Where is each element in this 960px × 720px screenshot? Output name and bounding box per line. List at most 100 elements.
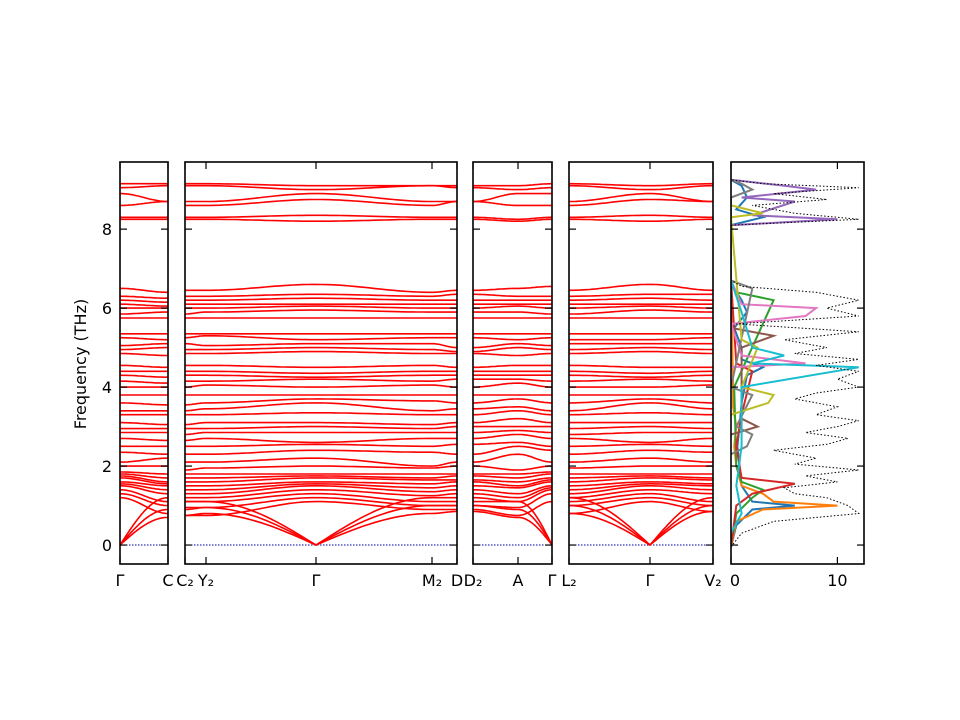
band-line-21: [120, 421, 168, 426]
band-line-30: [120, 364, 168, 369]
band-line-34: [120, 336, 168, 341]
band-line-4: [473, 500, 553, 517]
band-line-1: [473, 510, 553, 546]
band-line-44: [185, 214, 457, 219]
band-line-15: [569, 457, 713, 463]
dos-frame: [730, 161, 865, 565]
band-line-30: [185, 364, 457, 369]
band-line-45: [185, 198, 457, 207]
partial-dos-p10: [731, 280, 859, 534]
band-line-42: [120, 287, 168, 294]
band-line-47: [569, 184, 713, 191]
band-line-9: [473, 481, 552, 489]
band-line-5: [185, 496, 457, 509]
band-line-33: [185, 342, 457, 349]
band-line-19: [473, 429, 552, 434]
band-line-13: [120, 471, 168, 475]
band-line-18: [185, 437, 457, 444]
band-line-46: [569, 192, 713, 203]
band-line-4: [568, 500, 714, 515]
band-line-41: [185, 293, 457, 298]
y-tick-label: 2: [102, 457, 112, 476]
band-line-41: [120, 295, 168, 300]
band-line-16: [185, 449, 457, 456]
band-line-42: [473, 285, 552, 292]
band-line-24: [185, 398, 457, 406]
y-axis-title: Frequency (THz): [71, 299, 90, 429]
band-line-2: [119, 508, 169, 546]
band-line-21: [185, 421, 457, 426]
band-line-37: [120, 311, 168, 315]
band-line-43: [473, 218, 552, 222]
band-line-38: [473, 305, 552, 309]
panel-frame: [568, 161, 714, 565]
k-point-label: D₂: [464, 571, 483, 590]
band-line-20: [185, 425, 457, 430]
band-line-9: [120, 481, 168, 487]
band-line-34: [185, 334, 457, 341]
band-panel-4: L₂ Γ V₂: [561, 161, 722, 590]
band-line-26: [569, 384, 713, 388]
band-line-30: [473, 364, 552, 369]
k-point-label: M₂: [422, 571, 442, 590]
band-line-40: [185, 297, 457, 302]
band-line-38: [569, 305, 713, 309]
y-tick-label: 0: [102, 536, 112, 555]
band-line-7: [120, 484, 168, 495]
band-line-26: [473, 382, 552, 388]
k-point-label: Γ: [548, 571, 557, 590]
band-line-46: [473, 192, 552, 203]
band-line-42: [569, 283, 713, 292]
band-line-17: [473, 441, 552, 448]
band-line-17: [569, 443, 713, 448]
band-line-21: [473, 417, 552, 424]
band-line-12: [120, 473, 168, 479]
band-line-27: [569, 378, 713, 383]
band-line-7: [473, 486, 552, 499]
band-line-24: [473, 398, 552, 404]
band-line-5: [119, 492, 169, 507]
band-line-15: [120, 457, 168, 463]
band-line-8: [569, 484, 714, 495]
band-line-20: [568, 425, 714, 430]
band-line-29: [185, 370, 457, 375]
band-line-12: [569, 475, 713, 479]
band-panel-3: D₂ A Γ: [464, 161, 557, 590]
band-line-4: [185, 500, 457, 517]
band-line-5: [568, 496, 714, 507]
band-line-1: [185, 510, 457, 546]
band-line-48: [473, 182, 552, 187]
band-line-41: [473, 293, 552, 298]
band-line-48: [569, 182, 713, 187]
band-line-43: [185, 218, 457, 222]
band-line-17: [185, 443, 458, 448]
band-line-24: [120, 402, 168, 406]
band-line-6: [185, 492, 457, 503]
band-line-7: [185, 488, 457, 499]
band-line-19: [569, 431, 713, 436]
band-line-5: [473, 492, 553, 509]
band-line-11: [473, 477, 552, 483]
band-line-7: [568, 488, 713, 499]
y-tick-label: 6: [102, 299, 112, 318]
band-line-31: [185, 350, 457, 355]
band-line-22: [185, 411, 457, 416]
band-panel-2: C₂ Y₂ Γ M₂ D: [176, 161, 463, 590]
band-line-4: [120, 496, 169, 515]
band-line-3: [119, 496, 169, 546]
band-line-37: [473, 311, 552, 315]
band-line-1: [569, 510, 714, 546]
band-line-48: [185, 182, 457, 187]
band-line-47: [120, 184, 168, 189]
dos-panel: 0 10: [730, 161, 865, 590]
band-line-16: [569, 449, 713, 456]
band-line-27: [473, 378, 552, 383]
band-line-45: [569, 198, 713, 207]
band-line-10: [569, 481, 713, 487]
k-point-label: D: [451, 571, 463, 590]
panel-frame: [472, 161, 553, 565]
band-line-23: [473, 405, 552, 412]
band-line-47: [473, 186, 552, 191]
